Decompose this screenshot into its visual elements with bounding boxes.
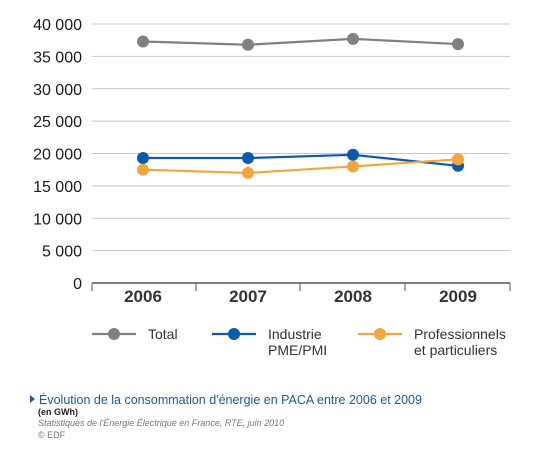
line-chart: 0 5 000 10 000 15 000 20 000 25 000 30 000 35 0… [33,17,511,358]
x-tick-label: 2006 [124,287,162,306]
data-point [242,166,254,179]
y-axis-ticks: 0 5 000 10 000 15 000 20 000 25 000 30 000 35 0… [33,17,82,293]
series-line [142,37,459,46]
x-axis: 2006 2007 2008 2009 [91,283,511,306]
x-tick-label: 2008 [334,287,372,306]
legend-swatch-marker [108,328,120,340]
caption-title-text[interactable]: Évolution de la consommation d'énergie e… [39,393,422,407]
caption-unit: (en GWh) [38,407,78,417]
caption-arrow-icon [30,395,35,403]
legend-label: Total [148,326,178,342]
caption-source: Statistiques de l'Énergie Électrique en … [38,418,285,428]
series-line [143,153,459,167]
x-tick-label: 2009 [439,287,477,306]
data-point [452,38,464,51]
data-point [347,32,359,45]
caption-copyright: © EDF [38,430,66,440]
y-tick-label: 5 000 [42,244,82,261]
legend: Total Industrie PME/PMI Professionnels et pa… [92,326,506,358]
gridlines [92,23,510,284]
data-point [242,38,254,51]
caption-title[interactable]: Évolution de la consommation d'énergie e… [30,393,530,407]
y-tick-label: 10 000 [33,211,82,228]
series-line [142,158,459,175]
legend-label: Professionnels et particuliers [414,326,506,358]
data-point [347,148,359,161]
y-tick-label: 15 000 [33,179,82,196]
legend-swatch-marker [374,328,386,340]
y-tick-label: 25 000 [33,114,82,131]
y-tick-label: 40 000 [33,17,82,34]
y-tick-label: 20 000 [33,147,82,164]
figure-caption: Évolution de la consommation d'énergie e… [30,393,530,441]
legend-label: Industrie PME/PMI [268,326,327,358]
y-tick-label: 0 [73,276,82,293]
data-point [347,160,359,173]
series-group [137,32,464,179]
x-tick-label: 2007 [229,287,267,306]
legend-swatch-marker [228,328,240,340]
y-tick-label: 30 000 [33,82,82,99]
data-point [137,35,149,48]
data-point [137,163,149,176]
y-tick-label: 35 000 [33,49,82,66]
data-point [137,152,149,165]
data-point [452,153,464,166]
data-point [242,152,254,165]
